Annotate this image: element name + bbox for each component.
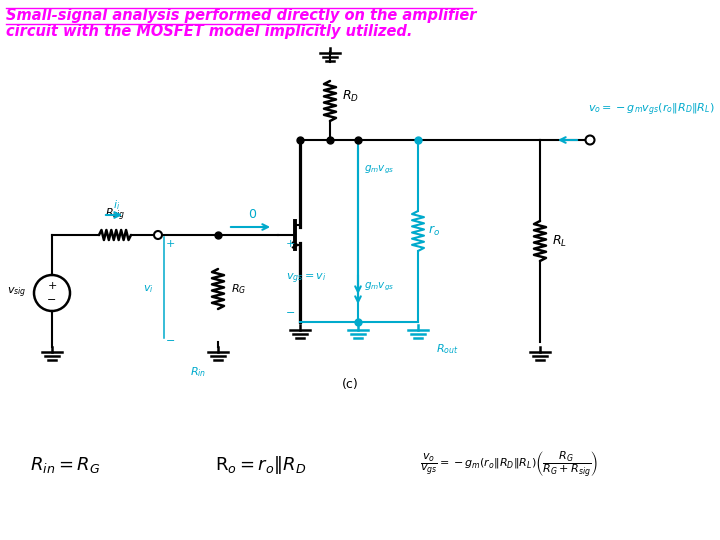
Text: $\dfrac{v_o}{v_{gs}} = -g_m(r_o \| R_D \| R_L)\left(\dfrac{R_G}{R_G + R_{sig}}\r: $\dfrac{v_o}{v_{gs}} = -g_m(r_o \| R_D \… bbox=[420, 450, 598, 480]
Text: $r_o$: $r_o$ bbox=[428, 224, 440, 238]
Text: −: − bbox=[286, 308, 295, 318]
Text: $0$: $0$ bbox=[248, 208, 258, 221]
Text: +: + bbox=[48, 281, 57, 291]
Text: $R_{in}$: $R_{in}$ bbox=[190, 365, 206, 379]
Text: $R_{sig}$: $R_{sig}$ bbox=[104, 207, 125, 223]
Text: $v_{sig}$: $v_{sig}$ bbox=[6, 286, 26, 300]
Text: $v_i$: $v_i$ bbox=[143, 283, 154, 295]
Text: circuit with the MOSFET model implicitly utilized.: circuit with the MOSFET model implicitly… bbox=[6, 24, 413, 39]
Text: $g_m v_{gs}$: $g_m v_{gs}$ bbox=[364, 281, 395, 293]
Text: $v_o = -g_m v_{gs}(r_o \| R_D \| R_L)$: $v_o = -g_m v_{gs}(r_o \| R_D \| R_L)$ bbox=[588, 102, 715, 118]
Text: (c): (c) bbox=[341, 378, 359, 391]
Text: $R_D$: $R_D$ bbox=[342, 89, 359, 104]
Text: $R_{in} = R_G$: $R_{in} = R_G$ bbox=[30, 455, 100, 475]
Text: Small-signal analysis performed directly on the amplifier: Small-signal analysis performed directly… bbox=[6, 8, 477, 23]
Text: +: + bbox=[286, 239, 295, 249]
Text: $v_{gs} = v_i$: $v_{gs} = v_i$ bbox=[286, 272, 326, 286]
Circle shape bbox=[154, 231, 162, 239]
Text: +: + bbox=[166, 239, 176, 249]
Text: $i_i$: $i_i$ bbox=[113, 198, 121, 212]
Text: $R_{out}$: $R_{out}$ bbox=[436, 342, 459, 356]
Circle shape bbox=[585, 136, 595, 145]
Text: $R_G$: $R_G$ bbox=[231, 282, 246, 296]
Text: −: − bbox=[166, 336, 176, 346]
Text: $g_m v_{gs}$: $g_m v_{gs}$ bbox=[364, 164, 395, 176]
Text: $\mathrm{R}_o = r_o \| R_D$: $\mathrm{R}_o = r_o \| R_D$ bbox=[215, 454, 306, 476]
Text: $R_L$: $R_L$ bbox=[552, 233, 567, 248]
Text: −: − bbox=[48, 295, 57, 305]
